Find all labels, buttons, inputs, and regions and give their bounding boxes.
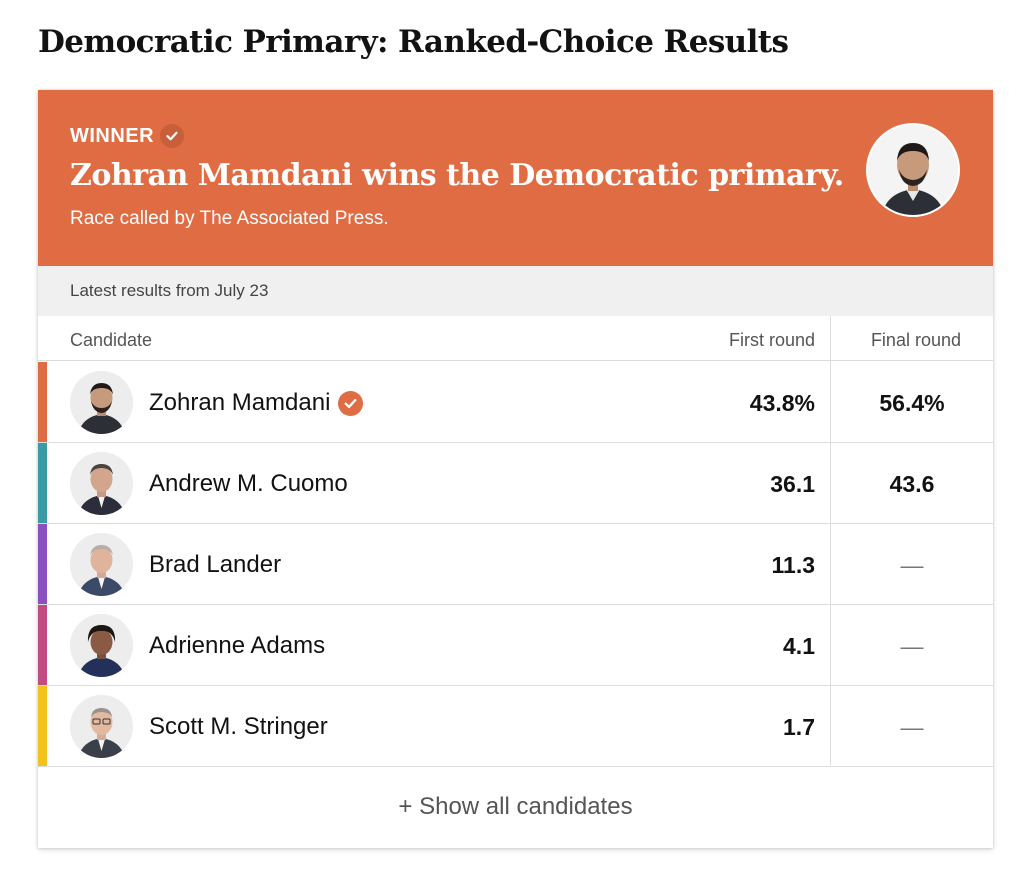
final-round-value: 56.4% <box>879 390 945 416</box>
race-called-note: Race called by The Associated Press. <box>70 208 389 229</box>
candidate-name: Adrienne Adams <box>149 632 325 660</box>
candidate-color-bar <box>38 686 47 766</box>
winner-check-icon <box>338 390 364 416</box>
header-final-round: Final round <box>870 330 961 350</box>
first-round-value: 4.1 <box>783 633 815 659</box>
candidate-name: Scott M. Stringer <box>149 713 328 741</box>
final-round-value: — <box>900 552 924 578</box>
table-row: Adrienne Adams 4.1 — <box>38 605 993 686</box>
candidate-color-bar <box>38 362 47 442</box>
final-round-value: — <box>900 633 924 659</box>
candidate-name-text: Andrew M. Cuomo <box>149 470 348 497</box>
winner-banner: WINNER Zohran Mamdani wins the Democrati… <box>38 90 993 266</box>
page-title: Democratic Primary: Ranked-Choice Result… <box>38 24 789 60</box>
table-row: Brad Lander 11.3 — <box>38 524 993 605</box>
header-candidate: Candidate <box>70 330 153 350</box>
first-round-value: 1.7 <box>783 714 815 740</box>
candidate-photo <box>70 371 133 434</box>
header-first-round: First round <box>728 330 815 350</box>
candidate-name-text: Adrienne Adams <box>149 632 326 659</box>
winner-row: WINNER <box>70 124 185 148</box>
first-round-value: 43.8% <box>749 390 815 416</box>
table-row: Andrew M. Cuomo 36.1 43.6 <box>38 443 993 524</box>
candidate-color-bar <box>38 524 47 604</box>
checkmark-icon <box>160 124 185 148</box>
last-updated-bar: Latest results from July 23 <box>38 266 993 316</box>
candidate-name-text: Zohran Mamdani <box>149 389 331 416</box>
winner-headline: Zohran Mamdani wins the Democratic prima… <box>70 158 844 193</box>
table-row: Scott M. Stringer 1.7 — <box>38 686 993 767</box>
candidate-photo <box>70 452 133 515</box>
first-round-value: 36.1 <box>770 471 815 497</box>
column-divider <box>830 316 831 765</box>
first-round-value: 11.3 <box>771 552 816 578</box>
candidate-name: Brad Lander <box>149 551 281 579</box>
candidate-name-text: Scott M. Stringer <box>149 713 328 740</box>
table-header: Candidate First round Final round <box>38 316 993 361</box>
results-card: WINNER Zohran Mamdani wins the Democrati… <box>38 90 993 848</box>
candidate-name-text: Brad Lander <box>149 551 282 578</box>
candidate-name: Andrew M. Cuomo <box>149 470 348 498</box>
final-round-value: — <box>900 714 924 740</box>
candidate-photo <box>70 695 133 758</box>
table-row: Zohran Mamdani 43.8% 56.4% <box>38 362 993 443</box>
winner-photo <box>866 123 960 217</box>
show-all-candidates-button[interactable]: + Show all candidates <box>398 793 633 820</box>
final-round-value: 43.6 <box>889 471 935 497</box>
candidate-color-bar <box>38 443 47 523</box>
candidate-photo <box>70 533 133 596</box>
candidate-color-bar <box>38 605 47 685</box>
candidate-name: Zohran Mamdani <box>149 389 364 417</box>
winner-label: WINNER <box>70 124 155 147</box>
candidate-photo <box>70 614 133 677</box>
